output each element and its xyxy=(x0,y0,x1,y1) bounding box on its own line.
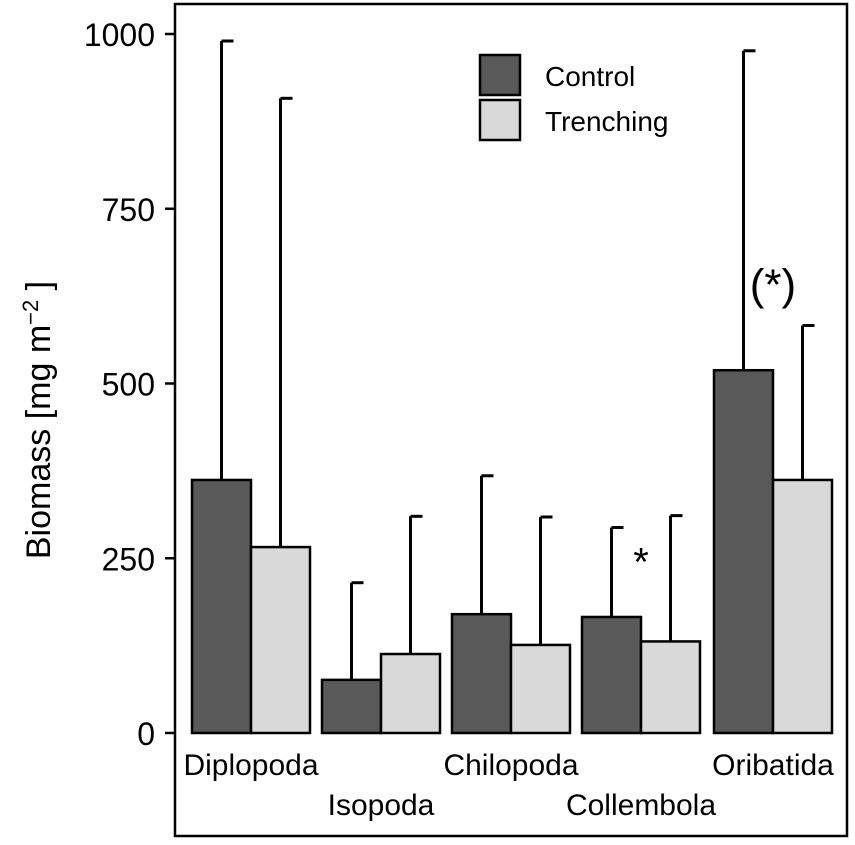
legend-swatch-trenching xyxy=(478,98,522,142)
significance-annotation: * xyxy=(633,541,649,585)
bar-trenching-collembola xyxy=(639,640,702,735)
y-axis-label-main: Biomass [mg m xyxy=(20,325,58,559)
x-category-label: Diplopoda xyxy=(183,749,318,782)
bar-trenching-oribatida xyxy=(771,478,834,735)
bar-control-oribatida xyxy=(712,368,775,735)
y-axis-label-end: ] xyxy=(20,281,58,300)
bar-trenching-diplopoda xyxy=(249,545,312,735)
x-category-label: Oribatida xyxy=(712,749,834,782)
bar-control-chilopoda xyxy=(450,612,513,735)
significance-annotation: (*) xyxy=(750,261,796,310)
y-tick-label: 1000 xyxy=(84,17,155,53)
bar-control-isopoda xyxy=(320,678,383,735)
y-tick-label: 0 xyxy=(137,716,155,752)
y-axis-label-sup: −2 xyxy=(18,300,43,325)
x-category-label: Collembola xyxy=(566,789,716,822)
y-axis-label: Biomass [mg m−2 ] xyxy=(18,281,59,559)
y-tick-label: 750 xyxy=(102,192,155,228)
y-tick-label: 500 xyxy=(102,367,155,403)
legend-label-trenching: Trenching xyxy=(545,106,668,137)
bar-trenching-isopoda xyxy=(379,652,442,735)
bar-control-collembola xyxy=(580,615,643,735)
plot-panel xyxy=(173,2,849,838)
legend-swatch-control xyxy=(478,53,522,97)
x-category-label: Isopoda xyxy=(328,789,435,822)
y-tick-label: 250 xyxy=(102,541,155,577)
x-category-label: Chilopoda xyxy=(443,749,578,782)
bar-trenching-chilopoda xyxy=(509,643,572,735)
legend: Control Trenching xyxy=(478,53,668,142)
legend-label-control: Control xyxy=(545,61,635,92)
bar-control-diplopoda xyxy=(190,478,253,735)
